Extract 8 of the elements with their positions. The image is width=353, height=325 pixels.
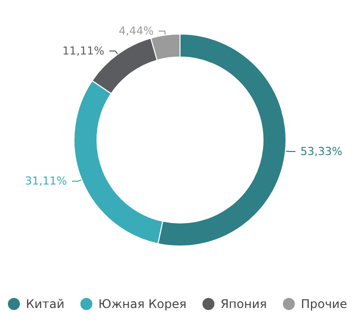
data-label: 11,11% [62, 44, 104, 58]
legend-label: Прочие [300, 297, 348, 311]
data-label: 4,44% [118, 24, 154, 38]
legend-label: Китай [26, 297, 64, 311]
legend-label: Япония [220, 297, 267, 311]
data-label: 31,11% [25, 174, 67, 188]
data-label: 53,33% [300, 145, 342, 158]
legend-label: Южная Корея [98, 297, 186, 311]
